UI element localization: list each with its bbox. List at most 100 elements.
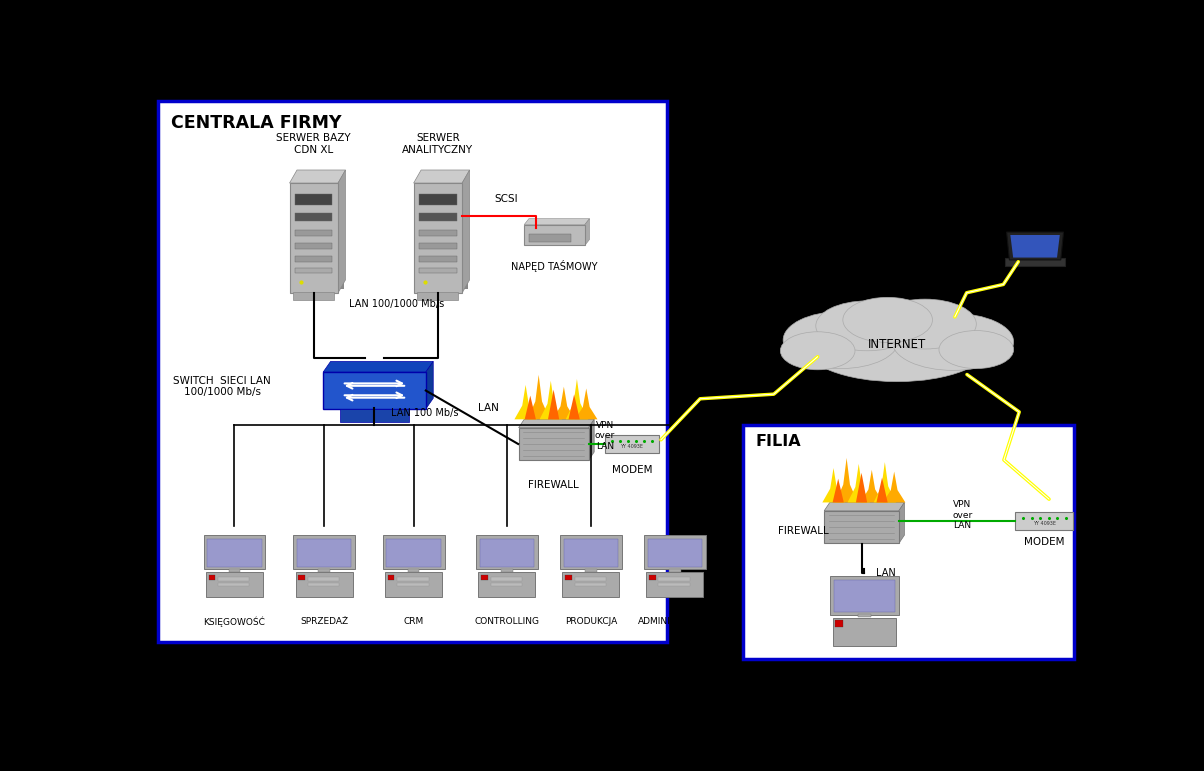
FancyBboxPatch shape <box>647 572 703 597</box>
FancyBboxPatch shape <box>218 577 249 581</box>
FancyBboxPatch shape <box>308 583 340 587</box>
FancyBboxPatch shape <box>563 540 618 567</box>
Text: CENTRALA FIRMY: CENTRALA FIRMY <box>171 114 342 133</box>
Text: SWITCH  SIECI LAN
100/1000 Mb/s: SWITCH SIECI LAN 100/1000 Mb/s <box>173 375 271 397</box>
Polygon shape <box>877 477 887 503</box>
FancyBboxPatch shape <box>524 224 585 245</box>
Text: MODEM: MODEM <box>612 466 653 476</box>
Text: SERWER BAZY
CDN XL: SERWER BAZY CDN XL <box>277 133 352 155</box>
Text: LAN 100 Mb/s: LAN 100 Mb/s <box>391 408 459 418</box>
FancyBboxPatch shape <box>419 194 456 205</box>
FancyBboxPatch shape <box>397 583 429 587</box>
FancyBboxPatch shape <box>574 583 606 587</box>
FancyBboxPatch shape <box>295 194 332 205</box>
FancyBboxPatch shape <box>289 183 338 293</box>
FancyBboxPatch shape <box>323 372 426 409</box>
FancyBboxPatch shape <box>318 569 330 571</box>
FancyBboxPatch shape <box>218 583 249 587</box>
Text: NAPĘD TAŚMOWY: NAPĘD TAŚMOWY <box>512 260 597 272</box>
Text: FILIA: FILIA <box>755 434 801 449</box>
FancyBboxPatch shape <box>825 510 899 544</box>
FancyBboxPatch shape <box>229 569 240 571</box>
Polygon shape <box>576 389 597 419</box>
FancyBboxPatch shape <box>419 268 456 273</box>
Text: INTERNET: INTERNET <box>868 338 926 352</box>
Text: VPN
over
LAN: VPN over LAN <box>952 500 973 530</box>
FancyBboxPatch shape <box>519 428 589 460</box>
Text: CRM: CRM <box>403 617 424 626</box>
FancyBboxPatch shape <box>659 583 690 587</box>
FancyBboxPatch shape <box>419 243 456 249</box>
Ellipse shape <box>783 311 899 369</box>
FancyBboxPatch shape <box>299 574 305 580</box>
Text: SCSI: SCSI <box>494 194 518 204</box>
Polygon shape <box>323 362 433 372</box>
Polygon shape <box>553 387 576 419</box>
Ellipse shape <box>804 308 991 382</box>
Polygon shape <box>524 219 590 224</box>
Ellipse shape <box>816 301 919 351</box>
Text: CONTROLLING: CONTROLLING <box>474 617 539 626</box>
Ellipse shape <box>843 298 932 342</box>
Polygon shape <box>338 170 346 293</box>
Polygon shape <box>825 503 904 510</box>
Polygon shape <box>426 362 433 409</box>
Polygon shape <box>519 419 595 428</box>
Polygon shape <box>462 170 470 293</box>
Polygon shape <box>899 503 904 544</box>
Polygon shape <box>836 458 857 503</box>
FancyBboxPatch shape <box>501 569 513 571</box>
Polygon shape <box>833 479 844 503</box>
Text: MODEM: MODEM <box>1025 537 1064 547</box>
FancyBboxPatch shape <box>562 572 620 597</box>
Ellipse shape <box>939 331 1014 369</box>
Text: SERWER
ANALITYCZNY: SERWER ANALITYCZNY <box>402 133 473 155</box>
FancyBboxPatch shape <box>295 268 332 273</box>
FancyBboxPatch shape <box>341 409 408 422</box>
Polygon shape <box>566 379 588 419</box>
FancyBboxPatch shape <box>565 574 572 580</box>
Polygon shape <box>589 419 595 460</box>
FancyBboxPatch shape <box>383 535 444 570</box>
FancyBboxPatch shape <box>208 574 216 580</box>
FancyBboxPatch shape <box>414 183 462 293</box>
FancyBboxPatch shape <box>574 577 606 581</box>
Text: LAN 100/1000 Mb/s: LAN 100/1000 Mb/s <box>349 299 444 309</box>
FancyBboxPatch shape <box>604 435 659 453</box>
Text: FIREWALL: FIREWALL <box>529 480 579 490</box>
Text: YY 4093E: YY 4093E <box>620 444 643 449</box>
Polygon shape <box>874 462 896 503</box>
Polygon shape <box>1010 235 1060 258</box>
Polygon shape <box>527 375 550 419</box>
Polygon shape <box>585 219 590 245</box>
FancyBboxPatch shape <box>295 243 332 249</box>
FancyBboxPatch shape <box>830 576 898 614</box>
Text: PRODUKCJA: PRODUKCJA <box>565 617 616 626</box>
Polygon shape <box>568 395 580 419</box>
FancyBboxPatch shape <box>659 577 690 581</box>
Text: YY 4093E: YY 4093E <box>1033 521 1056 526</box>
FancyBboxPatch shape <box>743 425 1074 659</box>
FancyBboxPatch shape <box>490 577 521 581</box>
FancyBboxPatch shape <box>490 583 521 587</box>
Polygon shape <box>548 389 559 419</box>
Ellipse shape <box>874 299 976 349</box>
Text: VPN
over
LAN: VPN over LAN <box>595 421 615 450</box>
Polygon shape <box>861 470 883 503</box>
FancyBboxPatch shape <box>644 535 706 570</box>
FancyBboxPatch shape <box>479 540 535 567</box>
Text: LAN: LAN <box>478 403 498 413</box>
FancyBboxPatch shape <box>295 256 332 262</box>
FancyBboxPatch shape <box>158 102 667 641</box>
FancyBboxPatch shape <box>295 230 332 236</box>
FancyBboxPatch shape <box>585 569 596 571</box>
FancyBboxPatch shape <box>419 214 456 221</box>
Text: SPRZEDAŻ: SPRZEDAŻ <box>837 672 892 682</box>
Text: ADMINISTRATOR: ADMINISTRATOR <box>638 617 712 626</box>
FancyBboxPatch shape <box>293 535 355 570</box>
FancyBboxPatch shape <box>203 535 265 570</box>
Text: LAN: LAN <box>875 568 896 578</box>
FancyBboxPatch shape <box>669 569 680 571</box>
FancyBboxPatch shape <box>397 577 429 581</box>
Text: SPRZEDAŻ: SPRZEDAŻ <box>300 617 348 626</box>
